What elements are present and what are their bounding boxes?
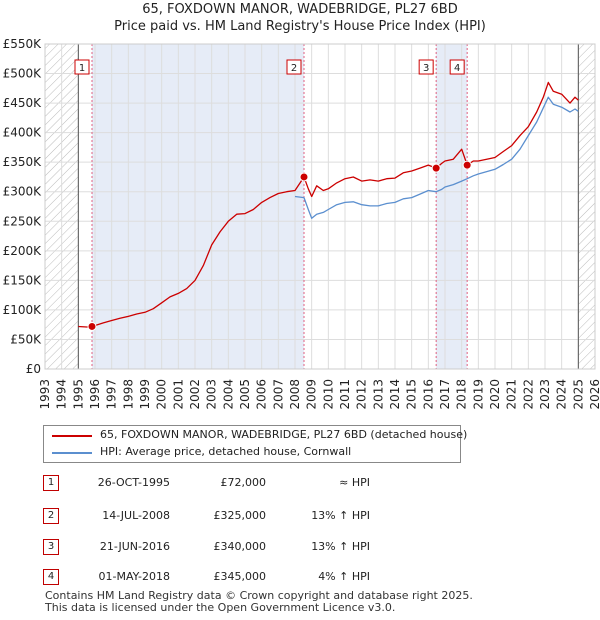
sale-label-2: 2 — [286, 59, 302, 75]
x-tick-label: 1994 — [55, 379, 69, 410]
sale-label-text: 1 — [79, 63, 85, 74]
y-tick-label: £400K — [3, 126, 43, 140]
sale-label-box — [418, 59, 434, 75]
transaction-date: 26-OCT-1995 — [97, 476, 170, 489]
ownership-shading — [436, 44, 468, 369]
x-tick-label: 1996 — [88, 379, 102, 410]
x-tick-label: 2019 — [471, 379, 485, 410]
sale-label-3: 3 — [418, 59, 434, 75]
legend-swatch-property — [52, 435, 92, 437]
hpi-line — [294, 96, 579, 219]
transaction-hpi: ≈ HPI — [339, 476, 370, 489]
y-tick-label: £150K — [3, 273, 43, 287]
x-tick-label: 2005 — [238, 379, 252, 410]
x-tick-label: 1993 — [38, 379, 52, 410]
sale-label-text: 3 — [423, 63, 429, 74]
x-tick-label: 1995 — [71, 379, 85, 410]
chart-title: 65, FOXDOWN MANOR, WADEBRIDGE, PL27 6BD — [142, 2, 458, 17]
transaction-price: £325,000 — [213, 509, 267, 522]
y-tick-label: £300K — [3, 185, 43, 199]
transaction-number: 1 — [43, 475, 59, 491]
legend-swatch-hpi — [52, 452, 92, 454]
sale-label-box — [74, 59, 90, 75]
footer-license: This data is licensed under the Open Gov… — [45, 601, 396, 614]
sale-label-box — [286, 59, 302, 75]
x-tick-label: 2011 — [338, 379, 352, 410]
legend-label-property: 65, FOXDOWN MANOR, WADEBRIDGE, PL27 6BD … — [100, 428, 468, 441]
transaction-date: 14-JUL-2008 — [102, 509, 170, 522]
x-tick-label: 2000 — [155, 379, 169, 410]
x-tick-label: 1997 — [105, 379, 119, 410]
x-tick-label: 2010 — [321, 379, 335, 410]
x-tick-label: 2007 — [271, 379, 285, 410]
x-tick-label: 1998 — [121, 379, 135, 410]
x-tick-label: 2004 — [221, 379, 235, 410]
x-tick-label: 2013 — [371, 379, 385, 410]
transaction-date: 21-JUN-2016 — [99, 540, 170, 553]
y-tick-label: £200K — [3, 244, 43, 258]
transaction-row: 1 26-OCT-1995 £72,000 ≈ HPI — [0, 474, 600, 494]
legend: 65, FOXDOWN MANOR, WADEBRIDGE, PL27 6BD … — [43, 425, 467, 463]
transaction-hpi: 13% ↑ HPI — [311, 540, 370, 553]
x-tick-label: 2012 — [355, 379, 369, 410]
ownership-shading — [92, 44, 304, 369]
transaction-row: 2 14-JUL-2008 £325,000 13% ↑ HPI — [0, 507, 600, 527]
x-tick-label: 2023 — [538, 379, 552, 410]
x-tick-label: 2001 — [171, 379, 185, 410]
legend-label-hpi: HPI: Average price, detached house, Corn… — [100, 445, 352, 458]
transaction-row: 4 01-MAY-2018 £345,000 4% ↑ HPI — [0, 568, 600, 588]
sale-point-1 — [87, 321, 97, 331]
property-price-line — [78, 81, 579, 328]
transaction-price: £340,000 — [213, 540, 267, 553]
transaction-hpi: 13% ↑ HPI — [311, 509, 370, 522]
y-tick-label: £350K — [3, 155, 43, 169]
x-tick-label: 2025 — [571, 379, 585, 410]
chart-subtitle: Price paid vs. HM Land Registry's House … — [114, 19, 486, 34]
x-tick-label: 2015 — [405, 379, 419, 410]
transaction-price: £72,000 — [220, 476, 267, 489]
transaction-row: 3 21-JUN-2016 £340,000 13% ↑ HPI — [0, 538, 600, 558]
y-tick-label: £450K — [3, 96, 43, 110]
y-tick-label: £0 — [26, 362, 41, 376]
x-tick-label: 2002 — [188, 379, 202, 410]
x-tick-label: 2009 — [305, 379, 319, 410]
sale-point-4 — [462, 160, 472, 170]
sale-label-4: 4 — [449, 59, 465, 75]
footer-copyright: Contains HM Land Registry data © Crown c… — [45, 589, 473, 602]
x-tick-label: 2016 — [421, 379, 435, 410]
sale-point-2 — [299, 172, 309, 182]
transaction-price: £345,000 — [213, 570, 267, 583]
price-chart: 1 2 3 4 £0 £50K £100K £150K £200K £250K £300K £350… — [3, 37, 600, 410]
y-tick-label: £550K — [3, 37, 43, 51]
x-tick-label: 2017 — [438, 379, 452, 410]
sale-label-box — [449, 59, 465, 75]
x-tick-label: 2008 — [288, 379, 302, 410]
y-tick-label: £250K — [3, 214, 43, 228]
x-tick-label: 2003 — [205, 379, 219, 410]
x-tick-label: 2020 — [488, 379, 502, 410]
x-tick-label: 2006 — [255, 379, 269, 410]
x-tick-label: 2024 — [555, 379, 569, 410]
x-tick-label: 2022 — [521, 379, 535, 410]
y-tick-label: £50K — [10, 332, 42, 346]
sale-label-text: 4 — [454, 63, 460, 74]
transaction-number: 4 — [43, 569, 59, 585]
transaction-number: 3 — [43, 539, 59, 555]
x-tick-label: 2021 — [505, 379, 519, 410]
no-data-hatch — [578, 44, 595, 369]
x-tick-label: 1999 — [138, 379, 152, 410]
transaction-number: 2 — [43, 508, 59, 524]
y-tick-label: £500K — [3, 67, 43, 81]
transaction-hpi: 4% ↑ HPI — [318, 570, 370, 583]
sale-point-3 — [431, 163, 441, 173]
y-tick-label: £100K — [3, 303, 43, 317]
x-tick-label: 2014 — [388, 379, 402, 410]
x-tick-label: 2018 — [455, 379, 469, 410]
sale-label-text: 2 — [291, 63, 297, 74]
plot-border — [44, 43, 596, 370]
sale-label-1: 1 — [74, 59, 90, 75]
transaction-date: 01-MAY-2018 — [98, 570, 170, 583]
x-tick-label: 2026 — [588, 379, 600, 410]
